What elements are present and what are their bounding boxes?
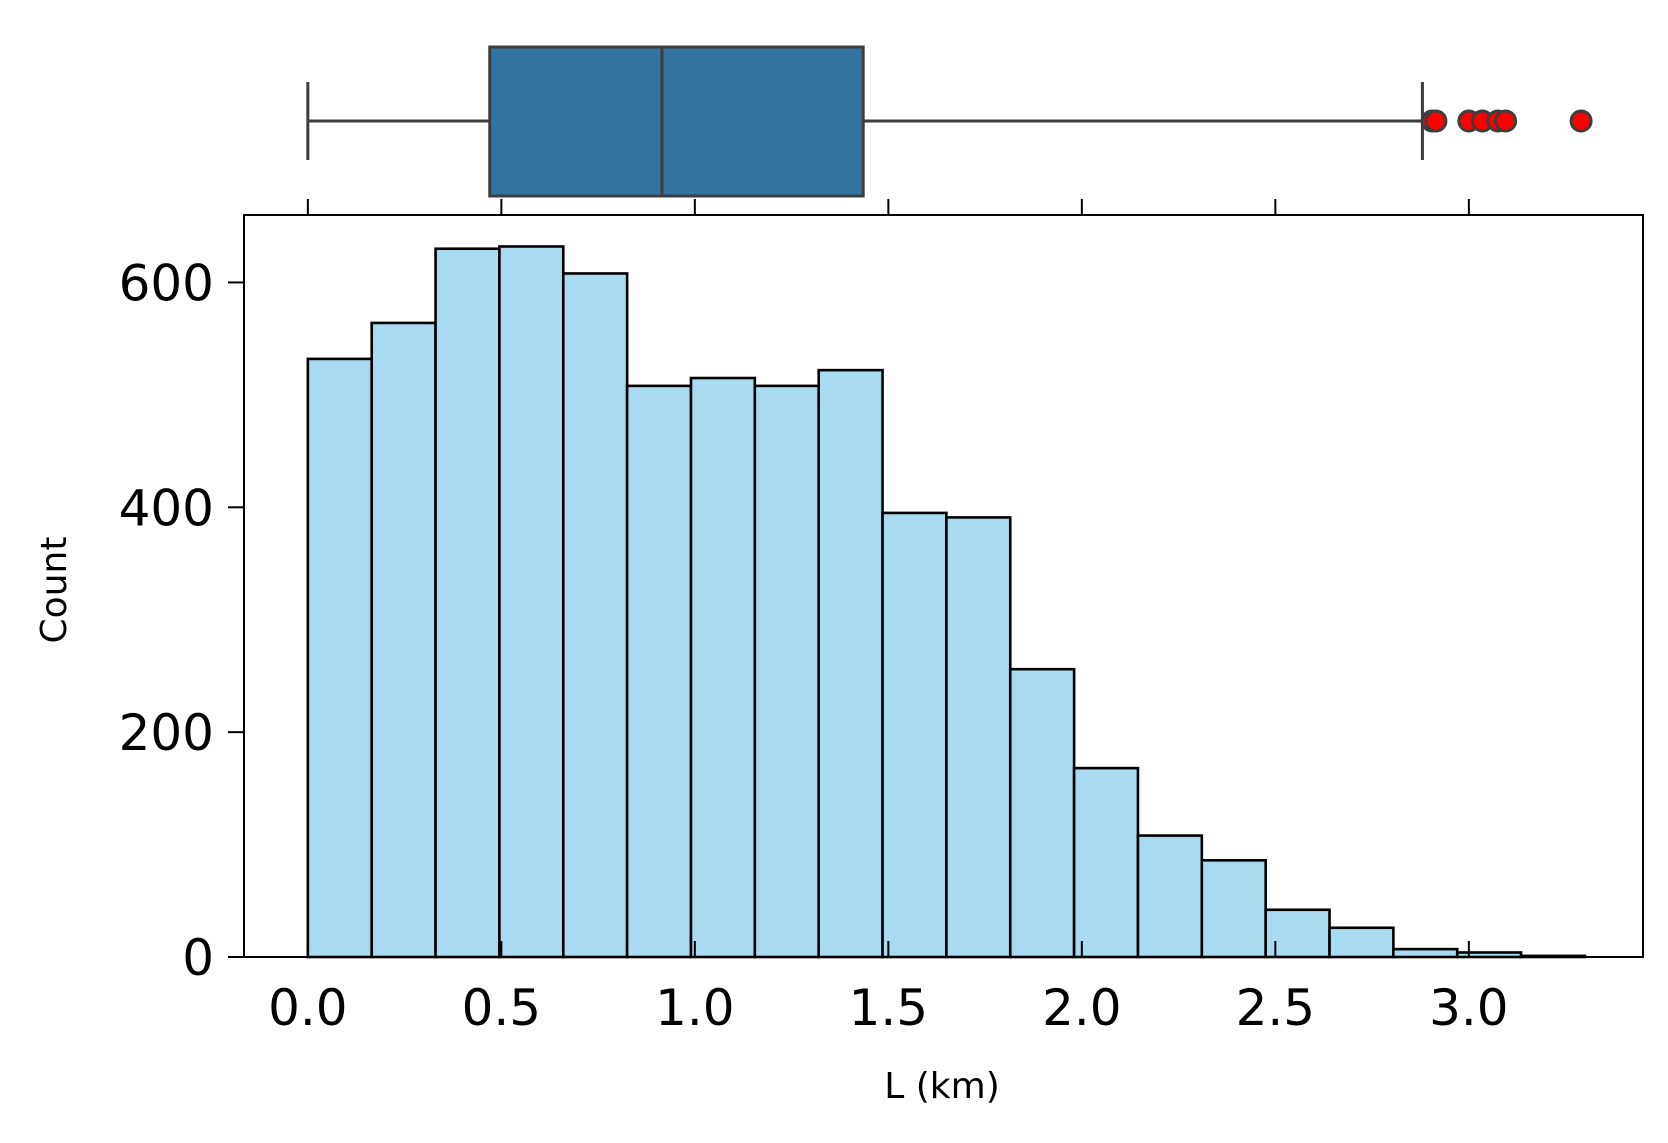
y-tick-label: 400	[119, 479, 214, 537]
y-tick-label: 200	[119, 704, 214, 762]
histogram-bar	[1392, 947, 1459, 959]
boxplot-outlier	[1424, 109, 1448, 133]
histogram-bar	[881, 511, 948, 959]
histogram-bar	[434, 247, 501, 959]
histogram-plot	[306, 245, 1587, 959]
histogram-bar	[817, 368, 884, 959]
histogram-bar	[625, 384, 693, 959]
y-tick-label: 0	[182, 929, 214, 987]
boxplot-outlier	[1569, 109, 1593, 133]
histogram-bar	[1136, 834, 1204, 959]
x-tick-label: 3.0	[1429, 979, 1509, 1037]
axes: 0.0 0.5 1.0 1.5 2.0 2.5 3.0 0 200 400 600	[119, 199, 1644, 1037]
plot-frame	[243, 214, 1644, 958]
histogram-bar	[945, 516, 1012, 959]
y-tick-label: 600	[119, 254, 214, 312]
histogram-bar	[498, 245, 565, 959]
x-tick-label: 0.5	[462, 979, 542, 1037]
histogram-bar	[689, 376, 757, 959]
x-tick-label: 1.5	[849, 979, 929, 1037]
boxplot-outlier	[1494, 109, 1518, 133]
x-tick-label: 0.0	[268, 979, 348, 1037]
y-axis-label: Count	[34, 537, 75, 644]
x-tick-label: 2.5	[1236, 979, 1316, 1037]
histogram-bar	[370, 321, 437, 959]
boxplot-box	[488, 45, 865, 198]
histogram-bar	[306, 357, 374, 959]
histogram-bar	[561, 272, 629, 959]
histogram-bar	[1008, 667, 1076, 959]
histogram-bar	[1328, 926, 1395, 959]
x-tick-label: 1.0	[655, 979, 735, 1037]
histogram-bar	[1200, 859, 1267, 959]
x-axis-label: L (km)	[884, 1066, 1000, 1107]
histogram-bar	[753, 384, 820, 959]
x-tick-label: 2.0	[1042, 979, 1122, 1037]
histogram-bar	[1072, 766, 1140, 959]
boxplot	[306, 45, 1593, 198]
